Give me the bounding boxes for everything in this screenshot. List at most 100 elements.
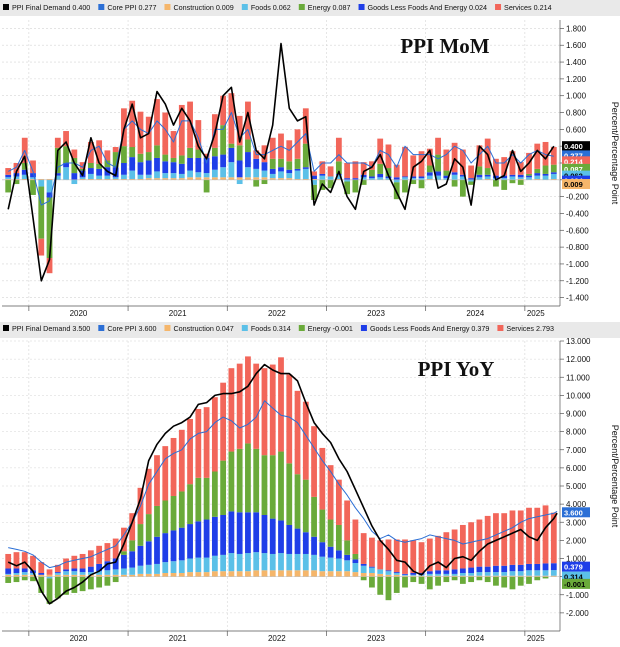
bar-services [311,171,317,176]
bar-foods [360,565,367,573]
bar-construction [112,574,119,577]
bar-energy [178,491,185,528]
bar-goods-less-foods-and-energy [211,516,218,556]
bar-energy [302,143,309,168]
bar-energy [534,168,541,174]
value-badge: 0.400 [562,141,590,152]
bar-goods-less-foods-and-energy [63,569,69,572]
x-tick-label: 2022 [268,309,286,318]
legend-label: Construction 0.047 [173,324,233,333]
bar-goods-less-foods-and-energy [517,174,524,178]
bar-goods-less-foods-and-energy [493,175,499,179]
bar-goods-less-foods-and-energy [476,566,483,573]
badge-box [562,561,590,572]
bar-energy [327,179,334,189]
bar-construction [228,177,235,180]
bar-goods-less-foods-and-energy [526,175,532,178]
bar-services [352,161,359,179]
bar-goods-less-foods-and-energy [327,546,334,558]
badge-text: 0.400 [564,142,583,151]
bar-energy [21,163,28,170]
bar-energy [393,576,400,593]
value-badge: 0.379 [562,561,590,572]
bar-goods-less-foods-and-energy [319,173,326,176]
bar-goods-less-foods-and-energy [352,178,359,180]
bar-construction [30,574,36,577]
bar-services [46,258,53,274]
x-tick-label: 2023 [367,634,385,643]
bar-services [245,356,251,444]
bar-services [104,543,111,562]
bar-services [319,447,326,510]
bar-goods-less-foods-and-energy [245,512,251,554]
legend-label: PPI Final Demand 3.500 [12,324,90,333]
bar-services [220,382,227,461]
bar-services [71,149,78,158]
bar-foods [46,576,53,579]
bar-services [79,553,86,569]
bar-goods-less-foods-and-energy [443,570,450,574]
bar-foods [426,573,433,576]
bar-foods [319,556,326,572]
bar-construction [228,571,235,577]
bar-energy [385,576,392,601]
x-tick-label: 2022 [268,634,286,643]
bar-energy [104,160,111,168]
bar-services [236,115,243,146]
bar-energy [327,519,334,547]
bar-energy [426,576,433,590]
bar-foods [402,574,408,576]
bar-goods-less-foods-and-energy [129,551,136,568]
bar-goods-less-foods-and-energy [162,161,169,174]
bar-construction [402,575,408,577]
bar-construction [162,573,169,577]
bar-goods-less-foods-and-energy [402,573,408,575]
bar-energy [13,179,20,185]
bar-energy [154,505,160,537]
bar-foods [79,572,86,575]
bar-foods [203,173,210,178]
bar-services [319,161,326,174]
bar-goods-less-foods-and-energy [79,568,86,573]
y-tick-label: -1.200 [566,277,589,286]
bar-services [484,138,491,169]
bar-services [468,165,475,179]
bar-construction [459,575,466,577]
x-tick-label: 2021 [169,634,187,643]
bar-services [369,161,375,170]
bar-services [302,401,309,480]
legend-swatch [3,325,9,331]
bar-energy [211,471,218,517]
bar-foods [5,177,12,179]
bar-foods [30,573,36,575]
x-tick-label: 2020 [70,309,88,318]
bar-construction [38,574,45,577]
y-tick-label: 1.000 [566,555,587,564]
bar-energy [187,484,193,525]
y-tick-label: 1.400 [566,58,587,67]
bar-services [435,535,441,571]
bar-goods-less-foods-and-energy [468,567,475,573]
bar-foods [393,179,400,183]
legend-label: Goods Less Foods And Energy 0.024 [368,3,487,12]
bar-construction [335,178,342,180]
bar-energy [46,197,53,259]
bar-foods [484,572,491,576]
bar-services [385,539,392,571]
bar-energy [385,168,392,177]
bar-goods-less-foods-and-energy [352,559,359,564]
bar-services [509,151,516,175]
bar-goods-less-foods-and-energy [121,554,127,569]
bar-services [112,538,119,559]
bar-goods-less-foods-and-energy [426,571,433,574]
y-tick-label: 12.000 [566,355,591,364]
bar-energy [269,455,276,519]
bar-goods-less-foods-and-energy [484,566,491,573]
legend-swatch [495,4,502,10]
bar-goods-less-foods-and-energy [344,178,351,180]
bar-services [145,468,152,515]
bar-energy [54,576,61,599]
bar-foods [5,573,12,575]
chart-title: PPI MoM [400,34,489,58]
bar-construction [352,572,359,577]
